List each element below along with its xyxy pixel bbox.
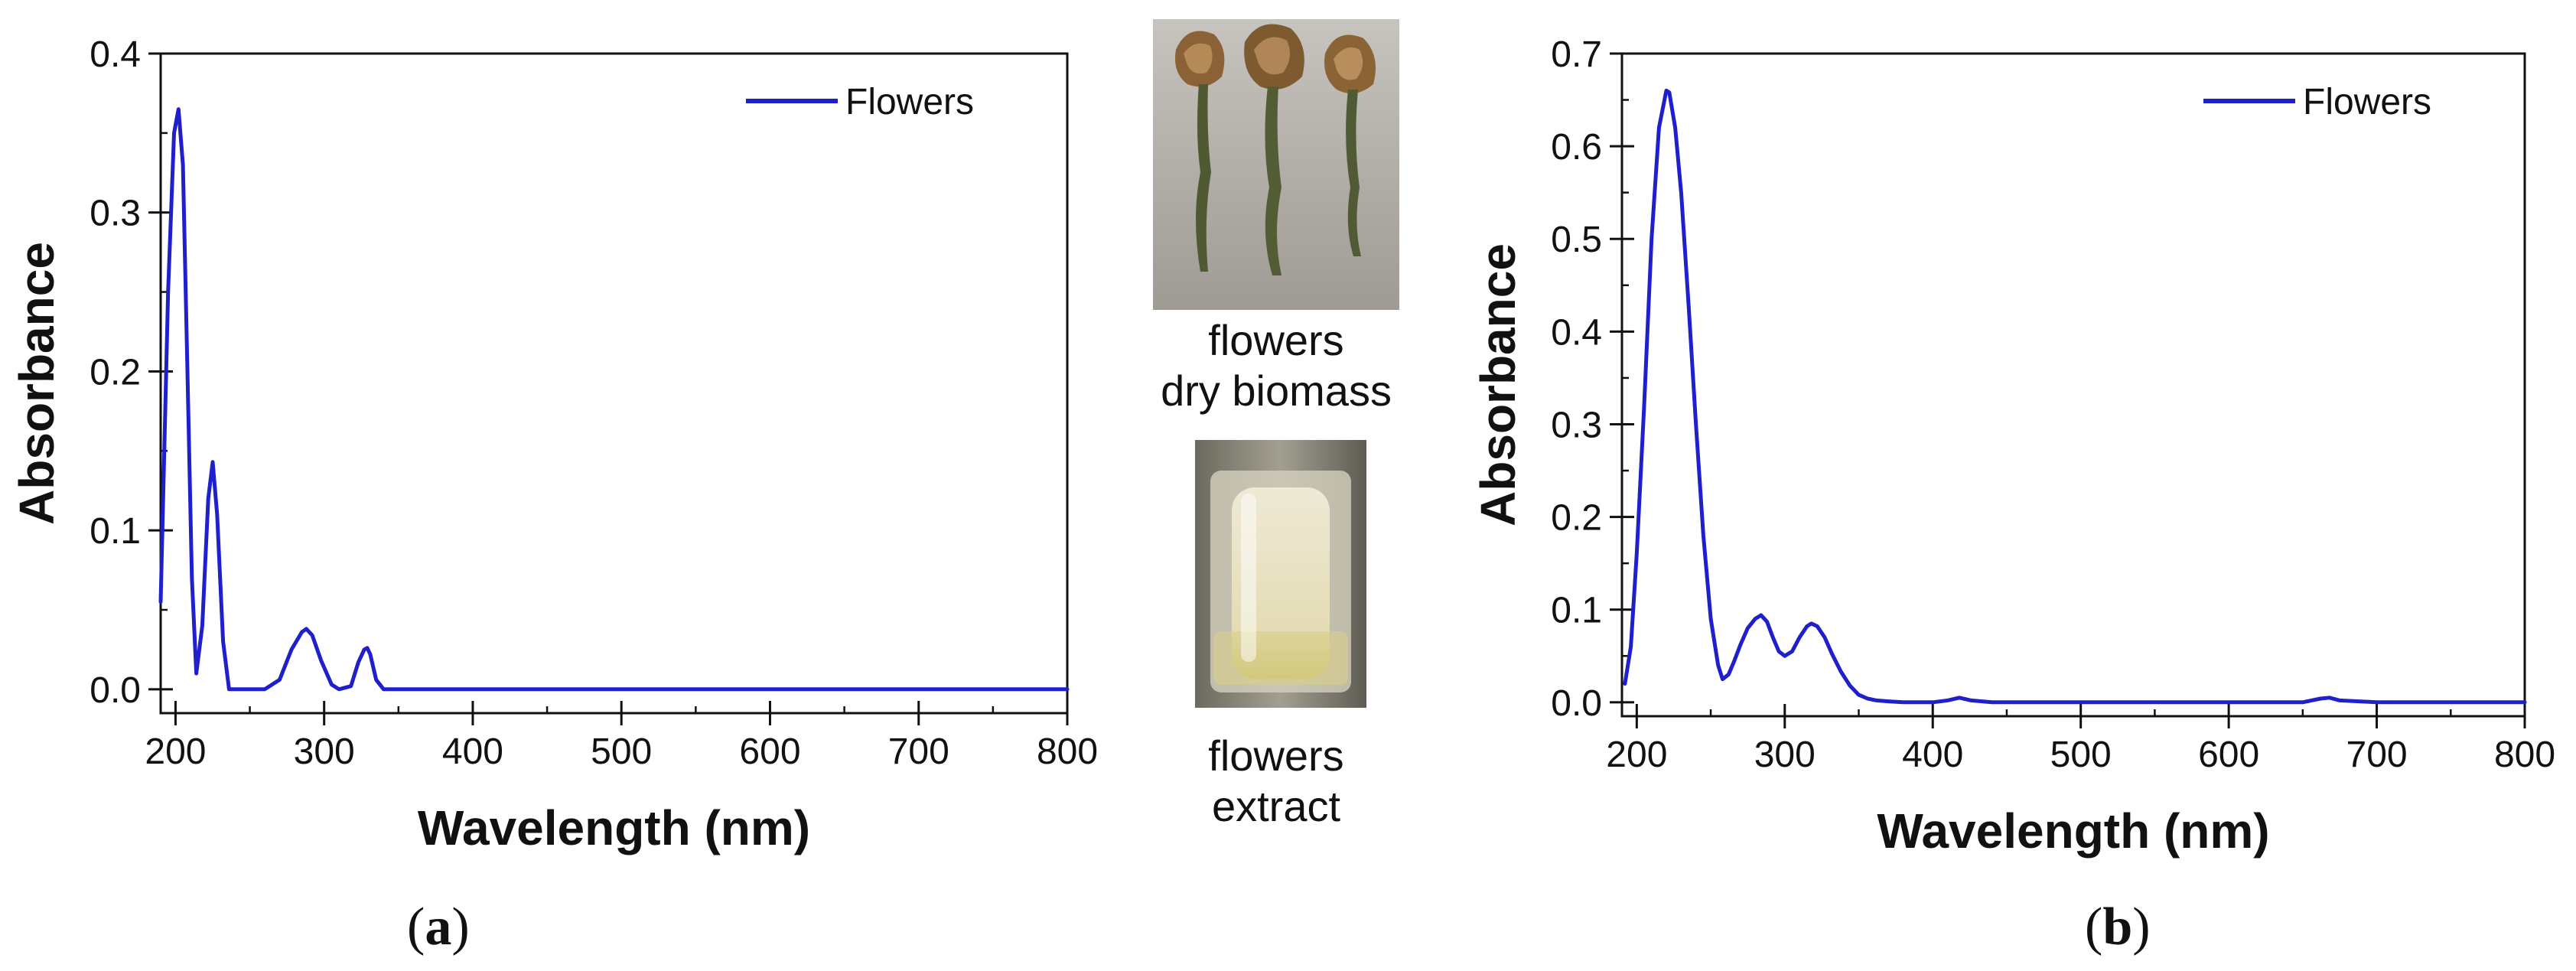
y-tick-label: 0.7 (1551, 34, 1602, 75)
chart-b: 200 300 400 500 600 700 800 0.0 0.1 0.2 0.3 0.4 0.5 0… (1470, 34, 2555, 859)
y-axis-label: Absorbance (1470, 243, 1526, 526)
legend-label: Flowers (2303, 82, 2431, 122)
x-tick-label: 300 (1754, 735, 1816, 775)
flowers-extract-photo (1195, 440, 1366, 708)
y-tick-label: 0.6 (1551, 127, 1602, 168)
chart-a: 200 300 400 500 600 700 800 0.0 0.1 0.2 0.3 0.4 Wave… (9, 34, 1098, 855)
y-tick-label: 0.0 (1551, 683, 1602, 724)
flowers-dry-biomass-photo (1153, 19, 1399, 310)
x-tick-label: 400 (442, 732, 503, 772)
y-tick-label: 0.4 (1551, 312, 1602, 353)
bottom-photo-caption: flowers extract (1146, 731, 1406, 832)
y-tick-label: 0.3 (1551, 405, 1602, 445)
series-line-flowers (1623, 88, 2527, 705)
panel-label-b: (b) (2085, 898, 2151, 956)
x-tick-label: 800 (2494, 735, 2555, 775)
x-tick-label: 600 (2198, 735, 2259, 775)
x-tick-label: 700 (2346, 735, 2408, 775)
x-tick-label: 500 (591, 732, 652, 772)
y-tick-label: 0.1 (90, 511, 141, 552)
series-line-flowers (158, 107, 1070, 692)
caption-line: dry biomass (1161, 367, 1392, 415)
x-tick-label: 200 (145, 732, 206, 772)
top-photo-caption: flowers dry biomass (1146, 315, 1406, 416)
x-tick-label: 800 (1037, 732, 1098, 772)
y-tick-label: 0.3 (90, 194, 141, 234)
panel-label-a: (a) (407, 898, 470, 956)
x-tick-label: 400 (1902, 735, 1963, 775)
x-tick-label: 700 (888, 732, 949, 772)
panel-letter: a (425, 898, 452, 956)
caption-line: extract (1211, 782, 1341, 830)
y-tick-label: 0.4 (90, 34, 141, 75)
x-tick-label: 200 (1606, 735, 1667, 775)
y-axis-label: Absorbance (9, 242, 64, 525)
panel-letter: b (2102, 898, 2133, 956)
plot-frame (1620, 52, 2526, 718)
legend-label: Flowers (845, 82, 974, 122)
y-tick-label: 0.0 (90, 670, 141, 711)
x-tick-label: 300 (294, 732, 355, 772)
y-tick-label: 0.2 (90, 352, 141, 393)
x-axis-label: Wavelength (nm) (1877, 803, 2269, 859)
caption-line: flowers (1208, 316, 1344, 364)
y-tick-label: 0.5 (1551, 220, 1602, 260)
caption-line: flowers (1208, 732, 1344, 780)
y-tick-label: 0.1 (1551, 591, 1602, 631)
x-tick-label: 600 (739, 732, 800, 772)
y-tick-label: 0.2 (1551, 498, 1602, 539)
x-axis-label: Wavelength (nm) (418, 800, 810, 855)
plot-frame (159, 52, 1069, 715)
x-tick-label: 500 (2050, 735, 2112, 775)
